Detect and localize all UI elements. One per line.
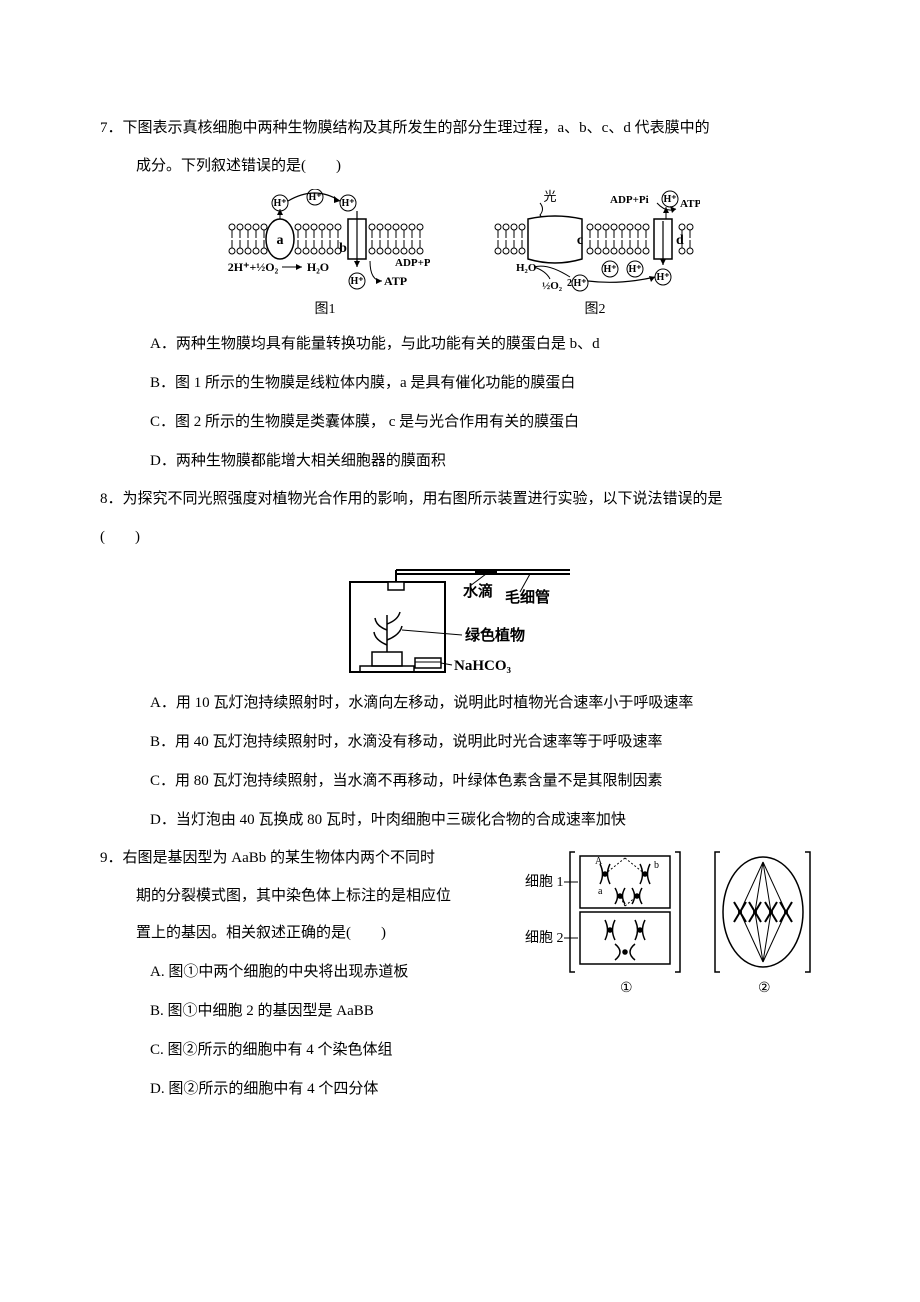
- svg-text:②: ②: [758, 981, 771, 996]
- cell1-label: 细胞 1: [525, 874, 564, 890]
- cell2-label: 细胞 2: [525, 930, 564, 946]
- svg-text:ATP: ATP: [680, 198, 700, 210]
- svg-text:①: ①: [620, 981, 633, 996]
- q7-option-b: B．图 1 所示的生物膜是线粒体内膜，a 是具有催化功能的膜蛋白: [100, 364, 820, 403]
- cell-division-diagram: A b a: [520, 844, 820, 1004]
- q9-option-a: A. 图①中两个细胞的中央将出现赤道板: [100, 953, 520, 992]
- q8-option-a: A．用 10 瓦灯泡持续照射时，水滴向左移动，说明此时植物光合速率小于呼吸速率: [100, 684, 820, 723]
- q9-option-b: B. 图①中细胞 2 的基因型是 AaBB: [100, 992, 520, 1031]
- q9-option-d: D. 图②所示的细胞中有 4 个四分体: [100, 1070, 520, 1109]
- q7-figure-2: 光 ADP+Pi H⁺ ATP: [490, 189, 700, 321]
- svg-text:H₂O: H₂O: [307, 260, 329, 274]
- q7-stem-line1: 7．下图表示真核细胞中两种生物膜结构及其所发生的部分生理过程，a、b、c、d 代…: [100, 110, 820, 148]
- svg-text:a: a: [277, 233, 284, 248]
- q7-caption-1: 图1: [220, 299, 430, 321]
- q8-option-b: B．用 40 瓦灯泡持续照射时，水滴没有移动，说明此时光合速率等于呼吸速率: [100, 723, 820, 762]
- svg-text:A: A: [595, 856, 603, 867]
- q8-figure: 水滴 毛细管 绿色植物 NaHCO₃: [100, 560, 820, 680]
- svg-text:H⁺: H⁺: [573, 278, 586, 289]
- svg-text:2: 2: [567, 278, 572, 289]
- q9-stem-line2: 期的分裂模式图，其中染色体上标注的是相应位: [100, 878, 520, 916]
- svg-text:水滴: 水滴: [463, 582, 493, 600]
- svg-text:2H⁺+½O₂: 2H⁺+½O₂: [228, 260, 279, 274]
- question-9: 9．右图是基因型为 AaBb 的某生物体内两个不同时 期的分裂模式图，其中染色体…: [100, 840, 820, 1109]
- svg-text:H⁺: H⁺: [663, 194, 676, 205]
- membrane-diagram-2: 光 ADP+Pi H⁺ ATP: [490, 189, 700, 299]
- svg-text:H₂O: H₂O: [516, 262, 537, 274]
- q7-caption-2: 图2: [490, 299, 700, 321]
- q8-option-c: C．用 80 瓦灯泡持续照射，当水滴不再移动，叶绿体色素含量不是其限制因素: [100, 762, 820, 801]
- q9-text-column: 9．右图是基因型为 AaBb 的某生物体内两个不同时 期的分裂模式图，其中染色体…: [100, 840, 520, 1109]
- q7-option-c: C．图 2 所示的生物膜是类囊体膜， c 是与光合作用有关的膜蛋白: [100, 403, 820, 442]
- page: 7．下图表示真核细胞中两种生物膜结构及其所发生的部分生理过程，a、b、c、d 代…: [0, 0, 920, 1169]
- svg-text:绿色植物: 绿色植物: [465, 626, 525, 644]
- q7-option-a: A．两种生物膜均具有能量转换功能，与此功能有关的膜蛋白是 b、d: [100, 325, 820, 364]
- question-8: 8．为探究不同光照强度对植物光合作用的影响，用右图所示装置进行实验，以下说法错误…: [100, 481, 820, 840]
- membrane-diagram-1: H⁺ H⁺ H⁺: [220, 189, 430, 299]
- q9-stem-line1: 9．右图是基因型为 AaBb 的某生物体内两个不同时: [100, 840, 520, 878]
- svg-text:H⁺: H⁺: [350, 276, 363, 287]
- svg-text:H⁺: H⁺: [603, 264, 616, 275]
- svg-text:H⁺: H⁺: [341, 198, 354, 209]
- svg-text:c: c: [577, 233, 583, 248]
- svg-text:H⁺: H⁺: [273, 198, 286, 209]
- svg-text:ADP+Pi: ADP+Pi: [395, 257, 430, 269]
- q9-number: 9．: [100, 850, 123, 866]
- q7-figure-row: H⁺ H⁺ H⁺: [100, 189, 820, 321]
- svg-text:a: a: [598, 886, 603, 897]
- svg-text:NaHCO₃: NaHCO₃: [454, 658, 512, 674]
- svg-text:H⁺: H⁺: [656, 272, 669, 283]
- svg-text:d: d: [676, 233, 684, 248]
- question-7: 7．下图表示真核细胞中两种生物膜结构及其所发生的部分生理过程，a、b、c、d 代…: [100, 110, 820, 481]
- q7-option-d: D．两种生物膜都能增大相关细胞器的膜面积: [100, 442, 820, 481]
- q7-stem-text1: 下图表示真核细胞中两种生物膜结构及其所发生的部分生理过程，a、b、c、d 代表膜…: [123, 120, 710, 136]
- q9-figure-column: A b a: [520, 840, 820, 1004]
- svg-text:H⁺: H⁺: [628, 264, 641, 275]
- svg-text:ATP: ATP: [384, 274, 407, 288]
- q8-stem-line2: ( ): [100, 519, 820, 557]
- svg-text:b: b: [339, 241, 347, 256]
- q7-figure-1: H⁺ H⁺ H⁺: [220, 189, 430, 321]
- q9-option-c: C. 图②所示的细胞中有 4 个染色体组: [100, 1031, 520, 1070]
- q8-option-d: D．当灯泡由 40 瓦换成 80 瓦时，叶肉细胞中三碳化合物的合成速率加快: [100, 801, 820, 840]
- q8-stem-line1: 8．为探究不同光照强度对植物光合作用的影响，用右图所示装置进行实验，以下说法错误…: [100, 481, 820, 519]
- q9-layout: 9．右图是基因型为 AaBb 的某生物体内两个不同时 期的分裂模式图，其中染色体…: [100, 840, 820, 1109]
- q7-figure-block: H⁺ H⁺ H⁺: [100, 189, 820, 321]
- svg-text:毛细管: 毛细管: [505, 588, 550, 606]
- q8-number: 8．: [100, 491, 123, 507]
- svg-text:½O₂: ½O₂: [542, 280, 563, 292]
- q8-stem-text: 为探究不同光照强度对植物光合作用的影响，用右图所示装置进行实验，以下说法错误的是: [123, 491, 723, 507]
- apparatus-diagram: 水滴 毛细管 绿色植物 NaHCO₃: [330, 560, 590, 680]
- q7-stem-line2: 成分。下列叙述错误的是( ): [100, 148, 820, 186]
- q7-number: 7．: [100, 120, 123, 136]
- q9-stem-text1: 右图是基因型为 AaBb 的某生物体内两个不同时: [123, 850, 436, 866]
- svg-text:b: b: [654, 860, 659, 871]
- svg-text:光: 光: [543, 189, 556, 204]
- q9-stem-line3: 置上的基因。相关叙述正确的是( ): [100, 915, 520, 953]
- svg-text:ADP+Pi: ADP+Pi: [610, 194, 649, 206]
